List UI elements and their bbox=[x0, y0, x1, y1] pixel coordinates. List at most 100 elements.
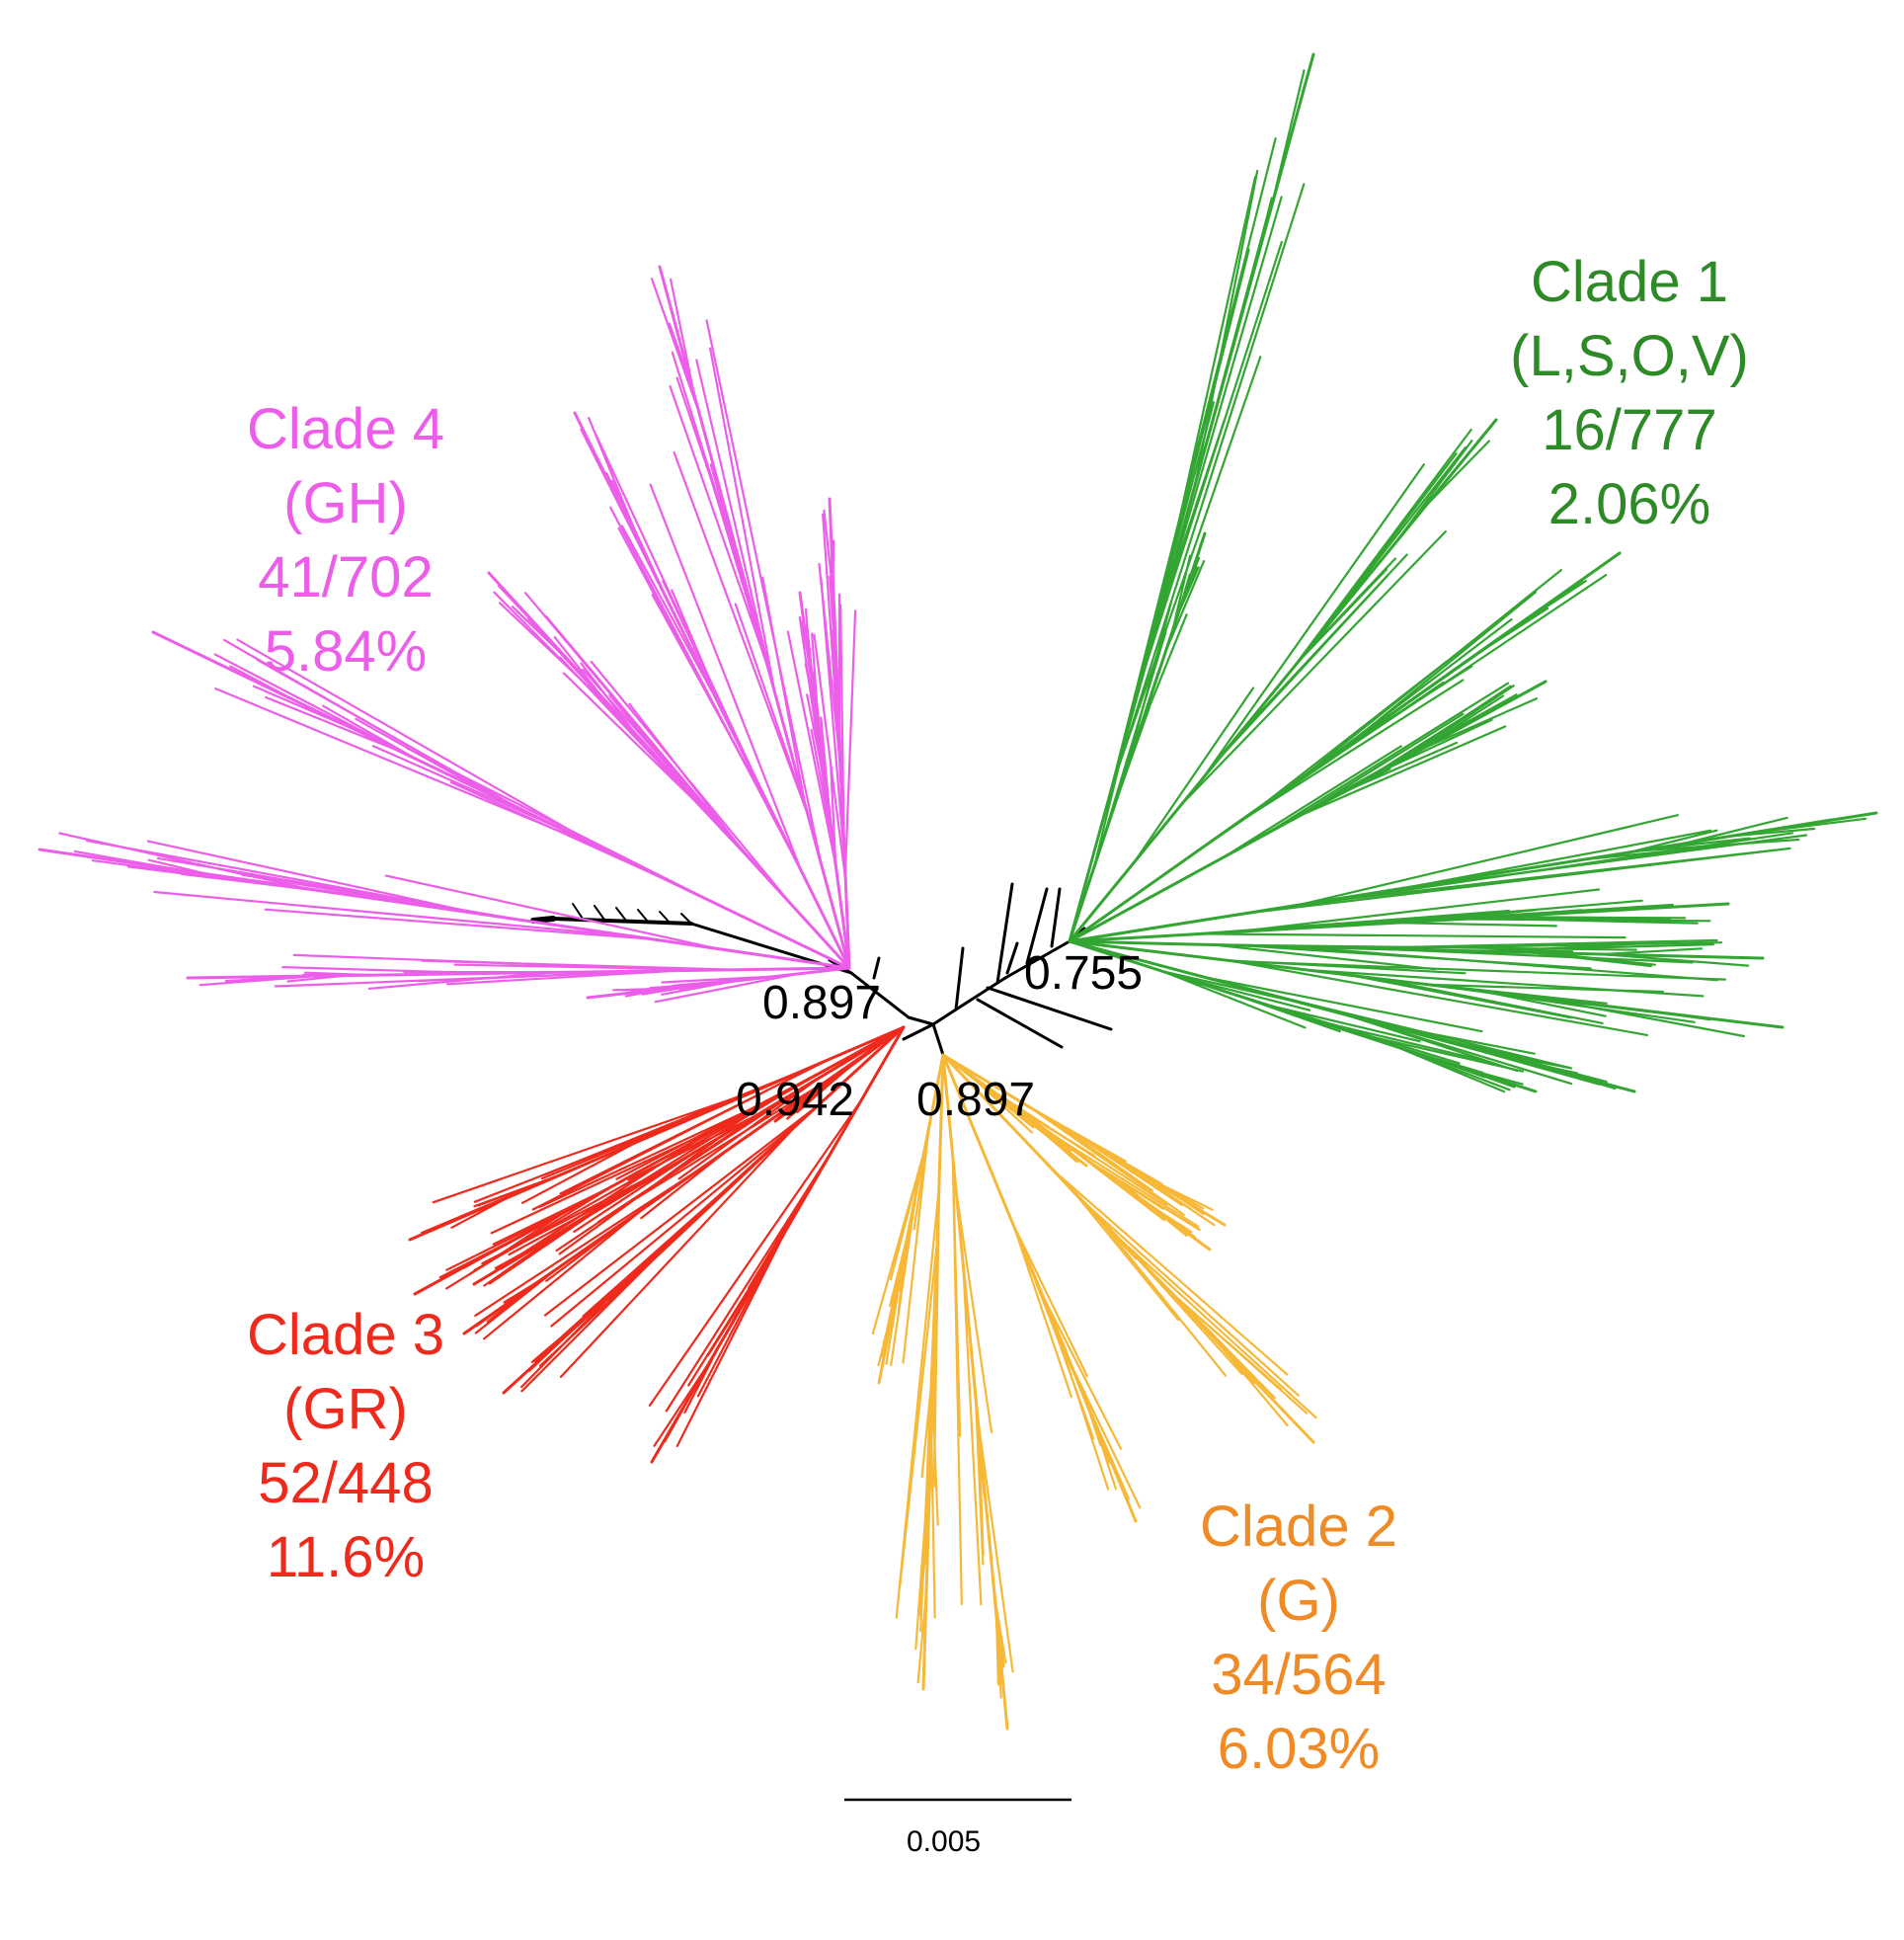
clade-4-branch-leaf bbox=[416, 969, 663, 983]
clade-4-branch-leaf bbox=[812, 671, 839, 884]
clade-1-branch-leaf bbox=[1442, 1060, 1516, 1089]
backbone-branch bbox=[530, 916, 556, 924]
clade-4-branch-leaf bbox=[654, 972, 800, 1004]
clade-3-branch-leaf bbox=[683, 1343, 721, 1415]
clade-1-branch-leaf bbox=[1202, 975, 1483, 1033]
clade-3-branch-leaf bbox=[488, 1210, 597, 1285]
clade-1-branch-leaf bbox=[1227, 959, 1467, 975]
clade-4-branch-leaf bbox=[661, 975, 776, 984]
clade-2-branches bbox=[871, 1053, 1317, 1731]
backbone-branch bbox=[659, 911, 671, 924]
clade-2-branch-leaf bbox=[882, 1301, 897, 1344]
clade-4-branch-leaf bbox=[669, 385, 769, 669]
clade-1-branch-leaf bbox=[1298, 725, 1507, 818]
clade-2-branch-leaf bbox=[1118, 1238, 1211, 1334]
clade-4-branch-leaf bbox=[838, 603, 845, 841]
clade-1-branch-leaf bbox=[1480, 990, 1607, 1017]
clade-1-branch-leaf bbox=[1635, 838, 1800, 852]
clade-4-branch-leaf bbox=[806, 625, 819, 728]
backbone-branch bbox=[1003, 939, 1071, 980]
clade-2-branch-leaf bbox=[1071, 1188, 1180, 1322]
clade-3-branch-leaf bbox=[550, 1112, 811, 1328]
clade-1-ratio: 16/777 bbox=[1542, 398, 1717, 462]
clade-1-branch-leaf bbox=[1380, 947, 1694, 964]
clade-1-percent: 2.06% bbox=[1547, 472, 1711, 536]
clade-1-branch-leaf bbox=[1107, 137, 1277, 801]
clade-4-branch-leaf bbox=[829, 575, 839, 699]
clade-1-branch-leaf bbox=[1230, 959, 1649, 1037]
clade-1-branch-leaf bbox=[1381, 718, 1493, 772]
clade-3-branch-leaf bbox=[671, 1394, 692, 1429]
clade-4-branch-leaf bbox=[608, 693, 706, 811]
clade-4-branch-leaf bbox=[761, 576, 807, 806]
clade-1-branch-leaf bbox=[1226, 903, 1674, 934]
clade-3-branch-leaf bbox=[520, 1140, 639, 1204]
clade-1-branch-leaf bbox=[1233, 888, 1601, 933]
clade-3-branch-leaf bbox=[514, 1086, 796, 1261]
clade-3-branch-leaf bbox=[543, 1104, 819, 1317]
backbone-branch bbox=[907, 1015, 935, 1026]
clade-4-branch-leaf bbox=[527, 617, 671, 772]
clade-2-branch-leaf bbox=[916, 1591, 928, 1684]
clade-2-branch-leaf bbox=[890, 1191, 917, 1367]
backbone-branch bbox=[594, 905, 605, 921]
clade-1-branch-leaf bbox=[1438, 948, 1574, 953]
backbone-branch bbox=[931, 1022, 945, 1057]
clade-1-branch-leaf bbox=[1213, 943, 1436, 971]
support-value-clade-1: 0.755 bbox=[1024, 947, 1144, 1000]
clade-1-branch-leaf bbox=[1515, 1059, 1579, 1075]
clade-1-branch-leaf bbox=[1268, 69, 1306, 214]
clade-4-branch-leaf bbox=[232, 870, 416, 906]
clade-3-branch-leaf bbox=[675, 1229, 787, 1448]
clade-1-branch-leaf bbox=[1347, 591, 1538, 747]
clade-2-branch-leaf bbox=[1083, 1397, 1130, 1500]
clade-2-branch-leaf bbox=[972, 1077, 1034, 1134]
clade-2-branch-leaf bbox=[999, 1114, 1138, 1260]
clade-3-name: Clade 3 bbox=[247, 1303, 444, 1367]
clade-4-branch-leaf bbox=[624, 988, 664, 998]
clade-3-branch-leaf bbox=[432, 1089, 758, 1204]
clade-4-branch-leaf bbox=[580, 428, 687, 639]
clade-4-branch-leaf bbox=[232, 877, 604, 933]
clade-1-branch-leaf bbox=[1394, 922, 1558, 928]
clade-3-branch-leaf bbox=[527, 1233, 608, 1289]
support-value-clade-2: 0.897 bbox=[916, 1074, 1036, 1126]
support-value-clade-4: 0.897 bbox=[762, 977, 882, 1029]
clade-1-branch-leaf bbox=[1542, 997, 1746, 1038]
clade-1-branch-leaf bbox=[1341, 741, 1459, 794]
clade-1-branch-leaf bbox=[1183, 953, 1532, 999]
clade-3-branch-leaf bbox=[483, 1207, 645, 1340]
clade-2-branch-leaf bbox=[1053, 1120, 1153, 1192]
clade-4-branch-leaf bbox=[669, 278, 695, 394]
clade-1-branch-leaf bbox=[1243, 847, 1791, 915]
clade-2-branch-leaf bbox=[1154, 1209, 1186, 1235]
clade-1-branch-leaf bbox=[1137, 613, 1188, 736]
clade-3-branch-leaf bbox=[778, 1101, 802, 1118]
backbone-branch bbox=[637, 909, 649, 923]
clade-4-branch-leaf bbox=[523, 592, 745, 852]
clade-4-branch-leaf bbox=[147, 858, 208, 875]
clade-1-branch-leaf bbox=[1601, 947, 1704, 956]
clade-1-branch-leaf bbox=[1165, 591, 1187, 650]
clade-2-branch-leaf bbox=[1052, 1138, 1080, 1163]
clade-2-branch-leaf bbox=[976, 1416, 1014, 1673]
clade-2-branch-leaf bbox=[1070, 1363, 1142, 1509]
backbone-branch bbox=[976, 998, 1064, 1049]
clade-1-branch-leaf bbox=[1353, 938, 1718, 950]
clade-4-branch-leaf bbox=[668, 322, 694, 391]
clade-4-name: Clade 4 bbox=[247, 397, 444, 461]
clade-2-branch-leaf bbox=[1029, 1106, 1185, 1216]
clade-2-branch-leaf bbox=[1040, 1292, 1123, 1450]
clade-1-branch-leaf bbox=[1417, 694, 1505, 753]
clade-1-branch-leaf bbox=[1543, 951, 1656, 966]
backbone-branch bbox=[615, 907, 627, 922]
clade-3-branch-leaf bbox=[582, 1174, 743, 1318]
clade-1-branch-leaf bbox=[1421, 697, 1539, 751]
clade-2-branch-leaf bbox=[902, 1127, 930, 1364]
clade-1-branch-leaf bbox=[1161, 970, 1320, 1009]
clade-4-branch-leaf bbox=[213, 653, 413, 759]
clade-2-branch-leaf bbox=[1001, 1090, 1107, 1155]
clade-1-branch-leaf bbox=[1338, 1011, 1573, 1086]
clade-4-branch-leaf bbox=[153, 890, 637, 938]
